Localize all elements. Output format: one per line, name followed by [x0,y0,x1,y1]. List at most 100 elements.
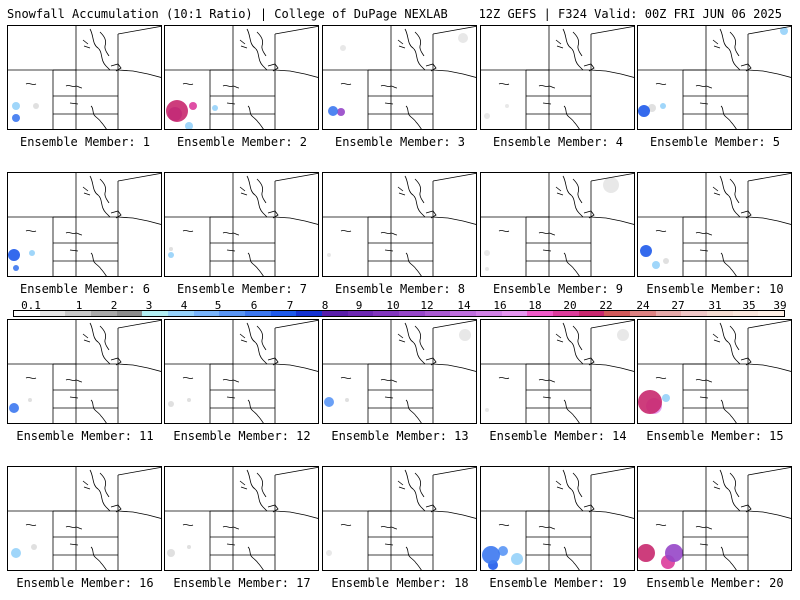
snowfall-color-legend: 0.1 1 2 3 4 5 6 7 8 9 10 12 14 16 18 20 22 24 27 31 35 39 [13,299,787,319]
snow-accumulation-blob [484,113,490,119]
map-outline [323,26,476,129]
snow-accumulation-blob [485,408,489,412]
ensemble-member-label: Ensemble Member: 9 [492,282,624,296]
legend-swatch [142,311,169,316]
ensemble-map-panel [637,172,792,277]
legend-swatch [270,311,297,316]
map-outline [165,173,318,276]
snow-accumulation-blob [31,544,37,550]
snow-accumulation-blob [169,247,173,251]
legend-swatch [501,311,528,316]
legend-tick-label: 7 [286,299,294,312]
snow-accumulation-blob [328,106,338,116]
legend-tick-label: 10 [386,299,400,312]
snow-accumulation-blob [185,122,193,129]
snow-accumulation-blob [167,549,175,557]
snow-accumulation-blob [652,261,660,269]
map-outline [323,467,476,570]
ensemble-member-label: Ensemble Member: 2 [176,135,308,149]
chart-title: Snowfall Accumulation (10:1 Ratio) | Col… [7,7,448,21]
ensemble-member-label: Ensemble Member: 8 [334,282,466,296]
legend-tick-label: 24 [636,299,650,312]
snow-accumulation-blob [638,105,650,117]
legend-swatch [91,311,117,316]
map-outline [481,320,634,423]
snow-accumulation-blob [482,546,500,564]
legend-swatch [476,311,502,316]
ensemble-map-panel [164,466,319,571]
legend-color-bar [13,310,785,317]
legend-tick-label: 9 [355,299,363,312]
ensemble-member-label: Ensemble Member: 5 [649,135,781,149]
ensemble-map-panel [322,319,477,424]
legend-tick-label: 22 [599,299,613,312]
legend-tick-label: 12 [420,299,434,312]
snow-accumulation-blob [212,105,218,111]
legend-swatch [707,311,733,316]
ensemble-member-label: Ensemble Member: 16 [16,576,154,590]
ensemble-map-panel [7,25,162,130]
legend-swatch [245,311,271,316]
legend-tick-label: 39 [773,299,787,312]
snow-accumulation-blob [326,550,332,556]
map-outline [8,26,161,129]
map-outline [323,320,476,423]
ensemble-member-label: Ensemble Member: 4 [492,135,624,149]
snow-accumulation-blob [187,398,191,402]
legend-tick-label: 2 [110,299,118,312]
snow-accumulation-blob [638,390,662,414]
ensemble-member-label: Ensemble Member: 18 [331,576,469,590]
ensemble-map-panel [7,466,162,571]
snow-accumulation-blob [660,103,666,109]
map-outline [638,173,791,276]
snow-accumulation-blob [485,267,489,271]
legend-tick-label: 18 [528,299,542,312]
snow-accumulation-blob [648,104,656,112]
snow-accumulation-blob [484,250,490,256]
ensemble-map-panel [7,319,162,424]
legend-swatch [578,311,605,316]
legend-swatch [604,311,631,316]
legend-tick-label: 31 [708,299,722,312]
snow-accumulation-blob [663,258,669,264]
legend-tick-label: 35 [742,299,756,312]
legend-swatch [553,311,579,316]
ensemble-member-label: Ensemble Member: 7 [176,282,308,296]
ensemble-map-panel [480,466,635,571]
legend-swatch [65,311,92,316]
ensemble-map-panel [322,25,477,130]
map-outline [638,467,791,570]
ensemble-member-label: Ensemble Member: 1 [19,135,151,149]
snow-accumulation-blob [168,252,174,258]
map-outline [165,467,318,570]
map-outline [8,467,161,570]
legend-tick-label: 16 [493,299,507,312]
snow-accumulation-blob [458,33,468,43]
map-outline [165,320,318,423]
legend-tick-label: 5 [214,299,222,312]
ensemble-member-label: Ensemble Member: 19 [489,576,627,590]
snow-accumulation-blob [28,398,32,402]
map-outline [638,320,791,423]
snow-accumulation-blob [638,544,655,562]
snow-accumulation-blob [340,45,346,51]
snow-accumulation-blob [9,403,19,413]
ensemble-map-panel [164,172,319,277]
legend-tick-label: 0.1 [21,299,41,312]
ensemble-map-panel [480,319,635,424]
snow-accumulation-blob [29,250,35,256]
legend-swatch [193,311,220,316]
snow-accumulation-blob [12,102,20,110]
legend-swatch [450,311,477,316]
ensemble-member-label: Ensemble Member: 13 [331,429,469,443]
snow-accumulation-blob [12,114,20,122]
ensemble-member-label: Ensemble Member: 11 [16,429,154,443]
snow-accumulation-blob [11,548,21,558]
snow-accumulation-blob [13,265,19,271]
legend-swatch [116,311,143,316]
snow-accumulation-blob [327,253,331,257]
map-outline [638,26,791,129]
snow-accumulation-blob [189,102,197,110]
snow-accumulation-blob [324,397,334,407]
snow-accumulation-blob [640,245,652,257]
